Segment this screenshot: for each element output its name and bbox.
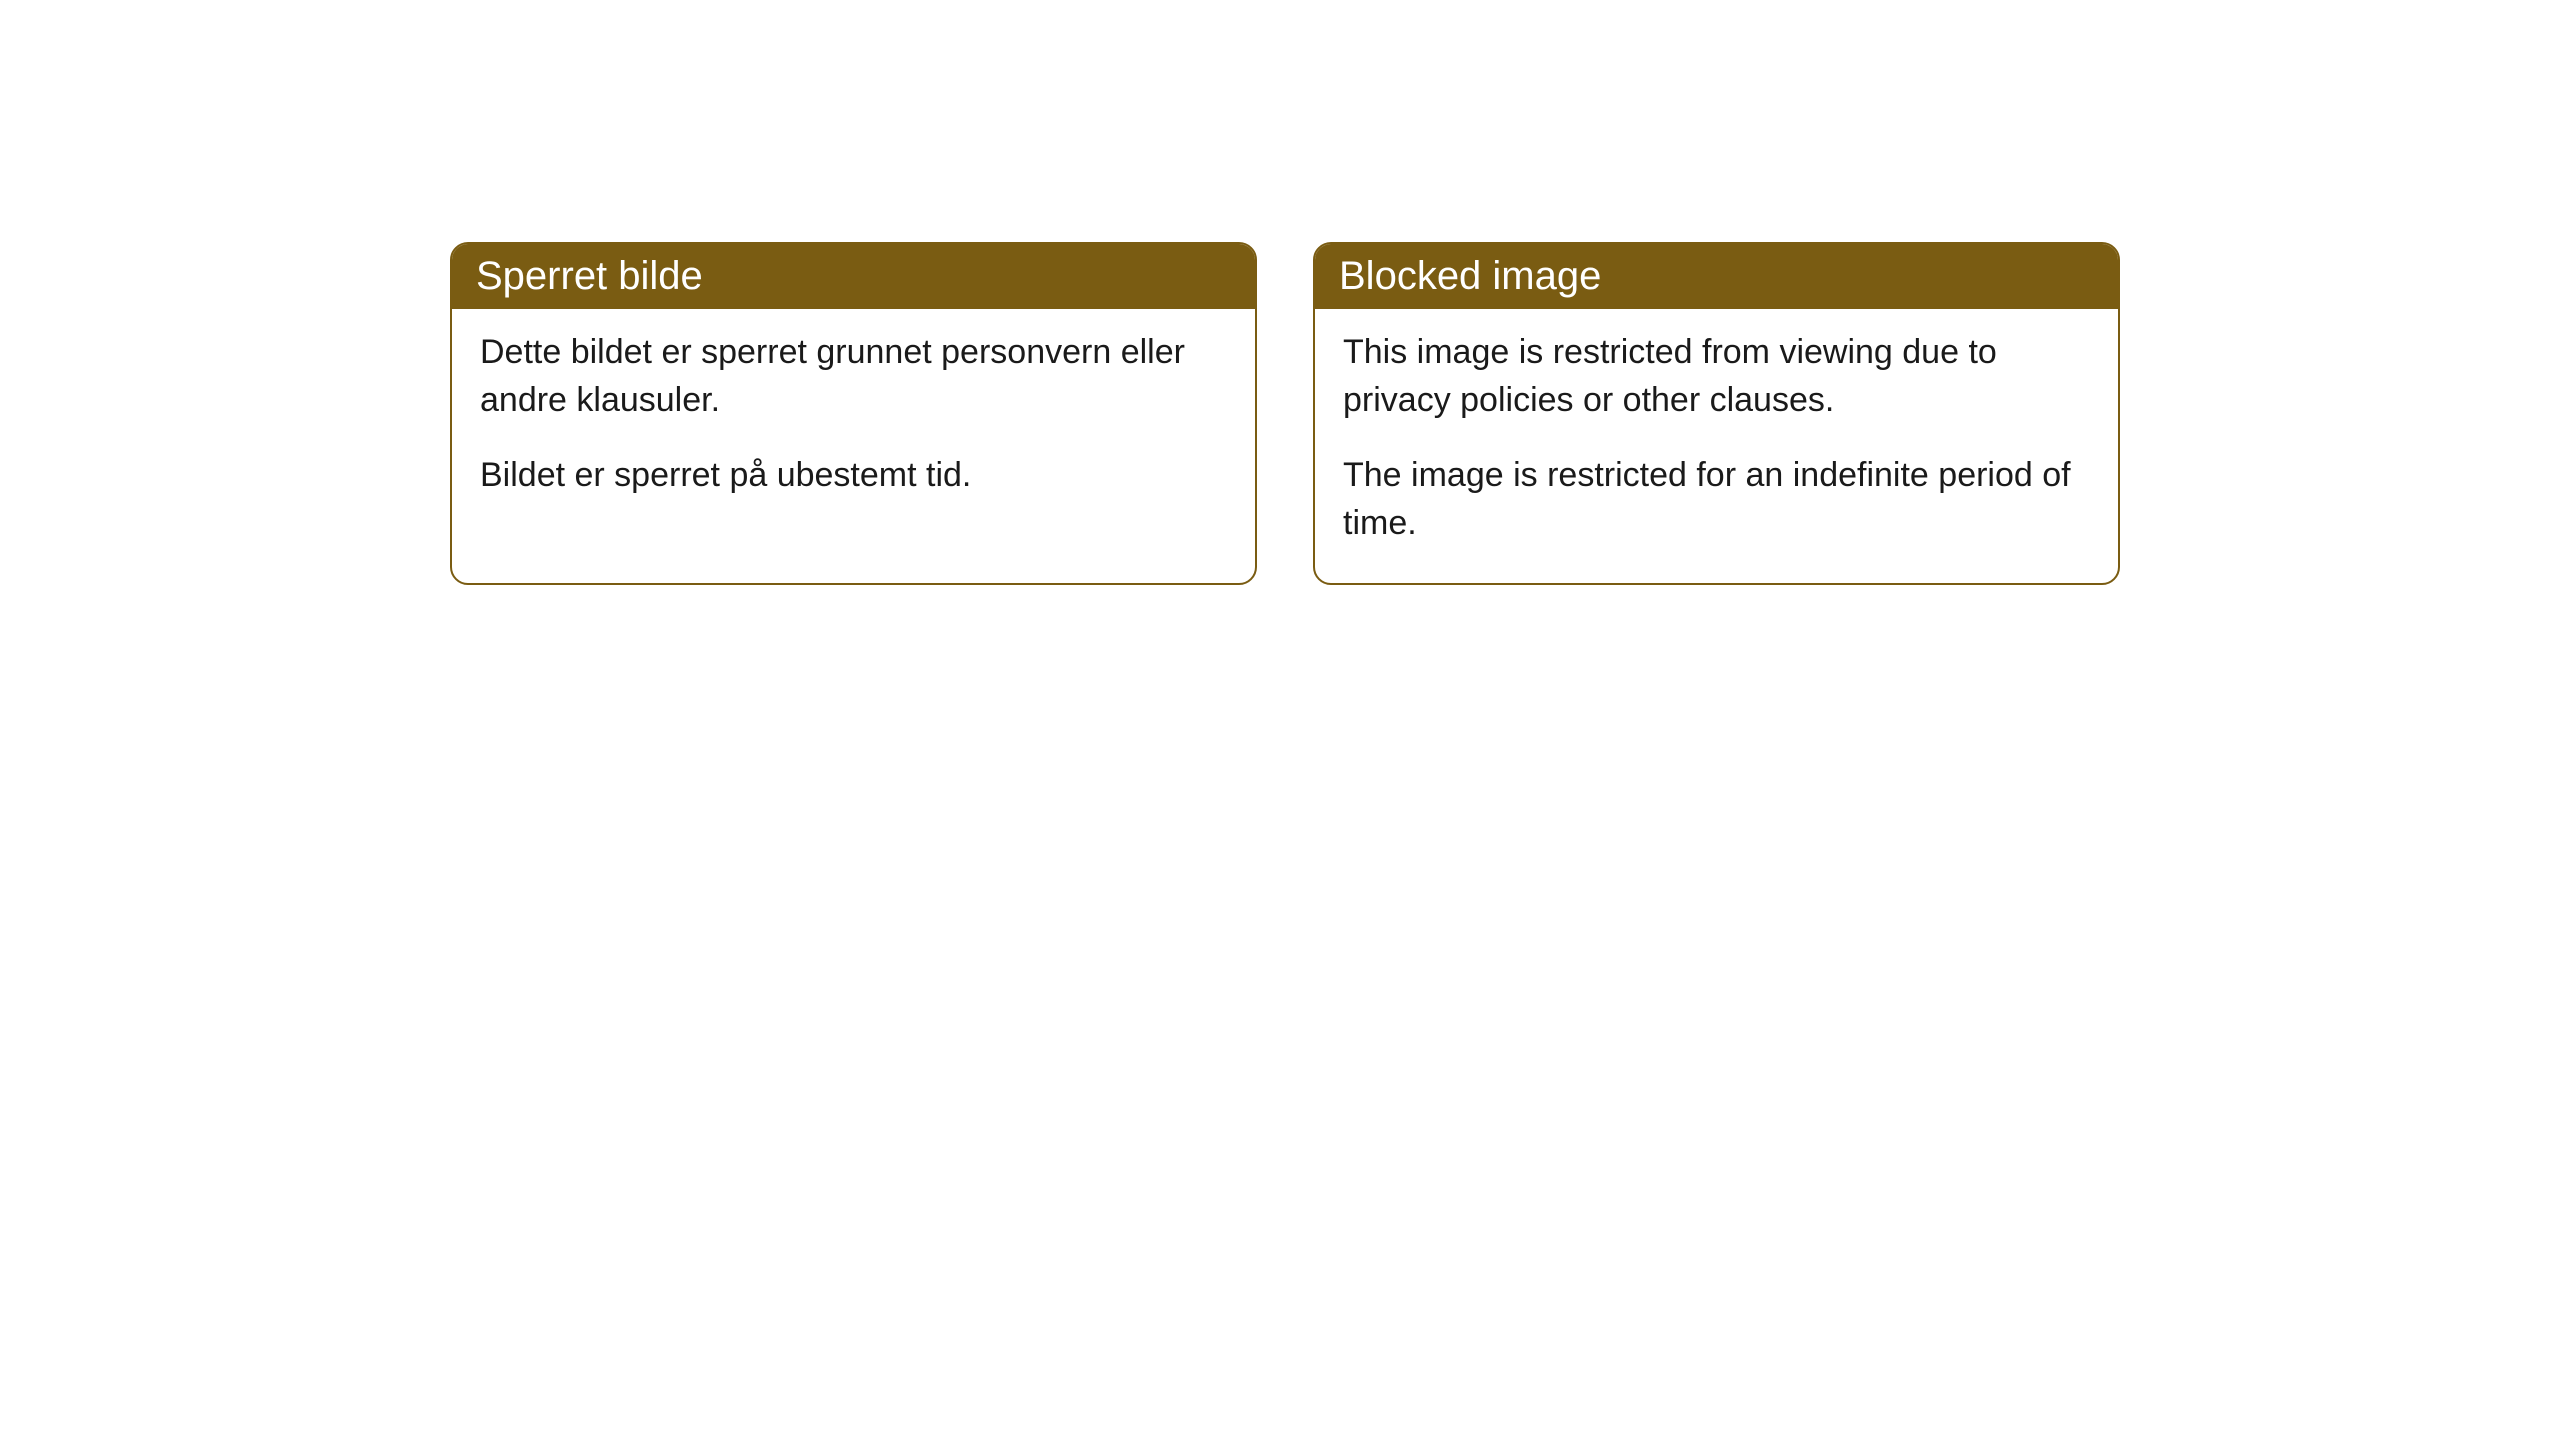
card-header-norwegian: Sperret bilde — [452, 244, 1255, 309]
card-body-english: This image is restricted from viewing du… — [1315, 309, 2118, 583]
card-paragraph: Bildet er sperret på ubestemt tid. — [480, 452, 1227, 500]
notice-card-english: Blocked image This image is restricted f… — [1313, 242, 2120, 585]
notice-card-norwegian: Sperret bilde Dette bildet er sperret gr… — [450, 242, 1257, 585]
notice-cards-container: Sperret bilde Dette bildet er sperret gr… — [450, 242, 2120, 585]
card-paragraph: The image is restricted for an indefinit… — [1343, 452, 2090, 547]
card-header-english: Blocked image — [1315, 244, 2118, 309]
card-body-norwegian: Dette bildet er sperret grunnet personve… — [452, 309, 1255, 536]
card-title: Blocked image — [1339, 254, 1601, 298]
card-paragraph: This image is restricted from viewing du… — [1343, 329, 2090, 424]
card-title: Sperret bilde — [476, 254, 703, 298]
card-paragraph: Dette bildet er sperret grunnet personve… — [480, 329, 1227, 424]
